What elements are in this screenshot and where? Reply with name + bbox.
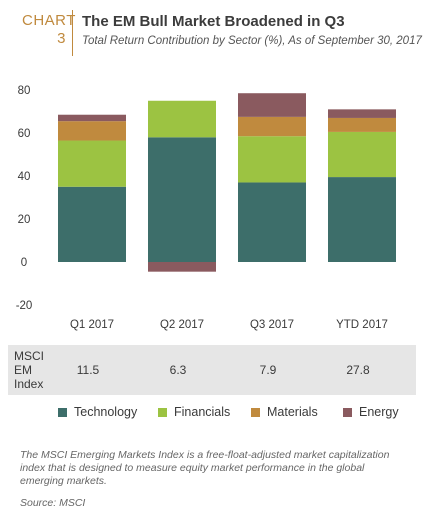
index-label-line: MSCI [14, 349, 44, 363]
bar-segment-technology [58, 186, 126, 262]
x-category-label: YTD 2017 [336, 319, 388, 331]
y-tick-label: 40 [18, 171, 31, 183]
index-value-ytd: 27.8 [346, 363, 370, 377]
legend-label: Technology [74, 405, 138, 419]
legend-item-technology: Technology [58, 405, 137, 419]
legend-swatch [58, 407, 67, 417]
index-label-line: Index [14, 377, 44, 391]
x-category-label: Q3 2017 [250, 319, 294, 331]
bar-segment-technology [238, 182, 306, 262]
bar-segment-materials [58, 121, 126, 141]
bar-segment-technology [148, 137, 216, 262]
chart-title: The EM Bull Market Broadened in Q3 [82, 13, 345, 30]
index-value-q3: 7.9 [259, 363, 277, 377]
legend-label: Energy [359, 405, 399, 419]
y-tick-label: -20 [16, 300, 33, 312]
footnote: The MSCI Emerging Markets Index is a fre… [20, 449, 390, 487]
y-tick-label: 0 [21, 257, 27, 269]
bar-segment-financials [58, 140, 126, 187]
chart-subtitle: Total Return Contribution by Sector (%),… [82, 35, 422, 47]
legend-item-materials: Materials [251, 405, 318, 419]
index-row-band [8, 345, 416, 395]
bar-segment-technology [328, 177, 396, 262]
index-label-line: EM [14, 363, 32, 377]
bar-segment-materials [238, 116, 306, 137]
index-row-label: MSCI EM Index [14, 349, 54, 391]
index-value-q2: 6.3 [169, 363, 187, 377]
y-tick-label: 80 [18, 85, 31, 97]
y-tick-label: 20 [18, 214, 31, 226]
legend: Technology Financials Materials Energy [58, 405, 418, 423]
bar-segment-materials [328, 117, 396, 132]
x-category-label: Q2 2017 [160, 319, 204, 331]
legend-swatch [251, 407, 260, 417]
header-divider [72, 10, 73, 56]
bar-segment-energy [238, 93, 306, 117]
bar-segment-financials [148, 100, 216, 138]
legend-swatch [158, 407, 167, 417]
legend-label: Materials [267, 405, 318, 419]
chart-word: CHART [22, 12, 76, 29]
index-value-q1: 11.5 [76, 363, 100, 377]
legend-item-financials: Financials [158, 405, 230, 419]
source-note: Source: MSCI [20, 497, 86, 509]
y-tick-label: 60 [18, 128, 31, 140]
stacked-bar-chart: 80 60 40 20 0 -20 Q1 2017 Q2 2017 Q3 2017 YTD 201… [16, 85, 396, 331]
chart-header: CHART 3 The EM Bull Market Broadened in … [0, 0, 424, 62]
x-category-label: Q1 2017 [70, 319, 114, 331]
chart-tag: CHART 3 [22, 12, 75, 48]
bar-segment-financials [238, 136, 306, 183]
bar-segment-financials [328, 131, 396, 178]
bar-segment-energy [148, 262, 216, 272]
chart-number: 3 [57, 30, 66, 47]
legend-label: Financials [174, 405, 231, 419]
legend-item-energy: Energy [343, 405, 399, 419]
bar-segment-energy [58, 114, 126, 122]
legend-swatch [343, 407, 352, 417]
plot-area: 80 60 40 20 0 -20 Q1 2017 Q2 2017 Q3 2017 YTD 201… [0, 70, 424, 345]
bar-segment-energy [328, 109, 396, 118]
